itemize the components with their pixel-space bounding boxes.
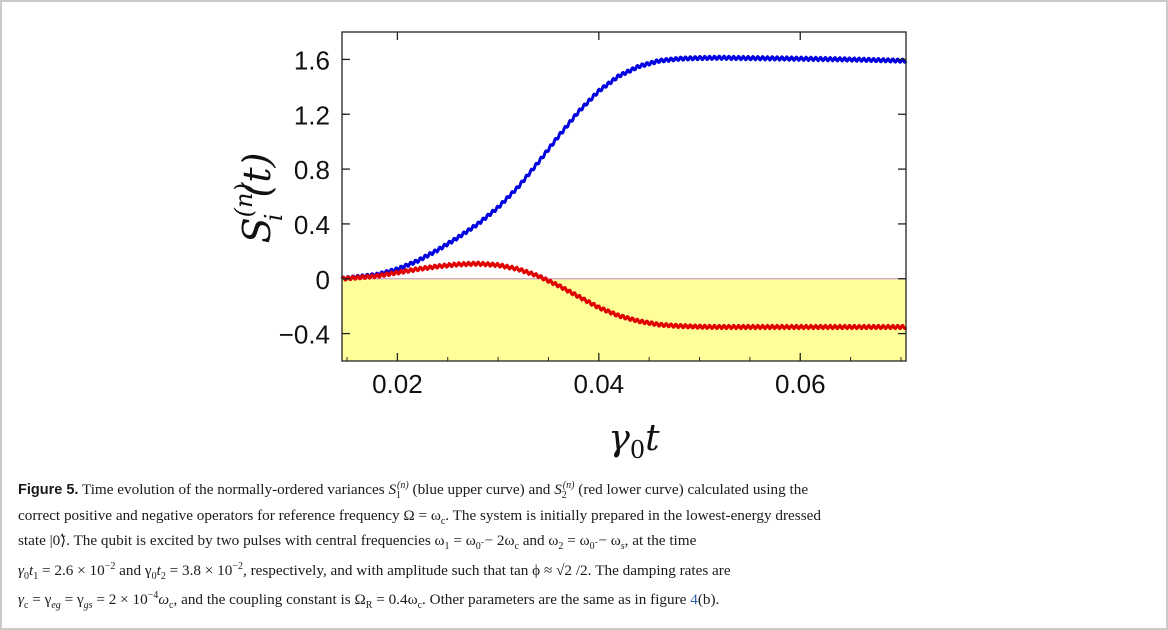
x-axis-label: γ0t bbox=[608, 418, 660, 464]
x-tick-label-1: 0.04 bbox=[574, 369, 625, 399]
y-tick-label-0: −0.4 bbox=[279, 320, 330, 350]
y-tick-label-5: 1.6 bbox=[294, 45, 330, 75]
x-tick-label-2: 0.06 bbox=[775, 369, 826, 399]
caption-line-4: γ0t1 = 2.6 × 10−2 and γ0t2 = 3.8 × 10−2,… bbox=[18, 560, 731, 582]
y-axis-label: S(n)i(t) bbox=[230, 153, 288, 244]
caption-line-5: γc = γeg = γgs = 2 × 10−4ωc, and the cou… bbox=[18, 590, 720, 612]
figure-reference-link[interactable]: 4 bbox=[690, 591, 698, 609]
caption-line-3: state |0̃⟩. The qubit is excited by two … bbox=[18, 532, 697, 553]
plot-frame bbox=[341, 31, 907, 362]
y-tick-label-1: 0 bbox=[316, 265, 330, 295]
series-line-2 bbox=[340, 260, 908, 331]
y-tick-label-3: 0.8 bbox=[294, 155, 330, 185]
y-tick-label-4: 1.2 bbox=[294, 100, 330, 130]
figure-plot: −0.4 0 0.4 0.8 1.2 1.6 0.02 0.04 0.06 γ0t S(n)i(… bbox=[230, 31, 908, 464]
series-line-1 bbox=[340, 54, 908, 282]
x-tick-label-0: 0.02 bbox=[372, 369, 423, 399]
figure-caption: Figure 5. Time evolution of the normally… bbox=[18, 476, 1150, 616]
caption-line-2: correct positive and negative operators … bbox=[18, 506, 821, 527]
y-tick-label-2: 0.4 bbox=[294, 210, 330, 240]
caption-line-1: Figure 5. Time evolution of the normally… bbox=[18, 480, 809, 502]
figure-number: Figure 5. bbox=[18, 482, 79, 499]
